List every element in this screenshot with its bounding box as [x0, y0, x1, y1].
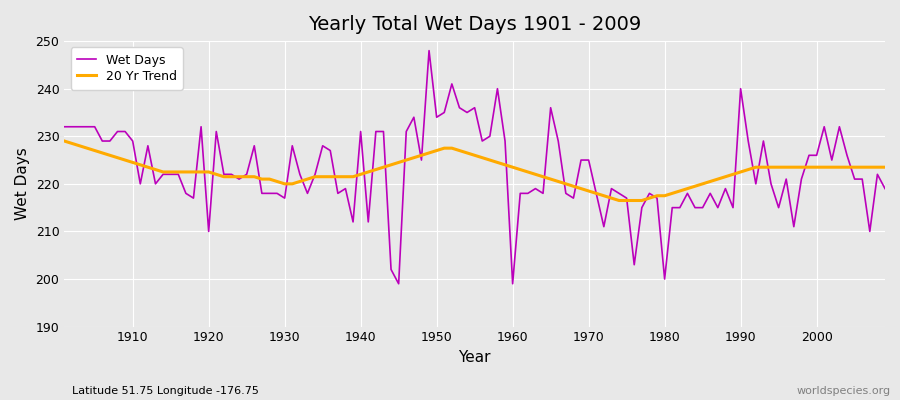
20 Yr Trend	[598, 193, 609, 198]
Text: Latitude 51.75 Longitude -176.75: Latitude 51.75 Longitude -176.75	[72, 386, 259, 396]
20 Yr Trend	[508, 165, 518, 170]
20 Yr Trend	[500, 162, 510, 167]
Wet Days	[287, 143, 298, 148]
Text: worldspecies.org: worldspecies.org	[796, 386, 891, 396]
20 Yr Trend	[879, 165, 890, 170]
Wet Days	[393, 281, 404, 286]
Wet Days	[879, 186, 890, 191]
Line: Wet Days: Wet Days	[64, 51, 885, 284]
Wet Days	[522, 191, 533, 196]
Y-axis label: Wet Days: Wet Days	[15, 148, 30, 220]
Line: 20 Yr Trend: 20 Yr Trend	[64, 141, 885, 200]
20 Yr Trend	[332, 174, 343, 179]
Wet Days	[614, 191, 625, 196]
Wet Days	[424, 48, 435, 53]
Wet Days	[332, 191, 343, 196]
Title: Yearly Total Wet Days 1901 - 2009: Yearly Total Wet Days 1901 - 2009	[308, 15, 642, 34]
20 Yr Trend	[287, 182, 298, 186]
Wet Days	[515, 191, 526, 196]
20 Yr Trend	[614, 198, 625, 203]
20 Yr Trend	[58, 139, 69, 144]
20 Yr Trend	[120, 158, 130, 162]
Legend: Wet Days, 20 Yr Trend: Wet Days, 20 Yr Trend	[70, 47, 183, 90]
Wet Days	[58, 124, 69, 129]
X-axis label: Year: Year	[458, 350, 491, 365]
Wet Days	[120, 129, 130, 134]
